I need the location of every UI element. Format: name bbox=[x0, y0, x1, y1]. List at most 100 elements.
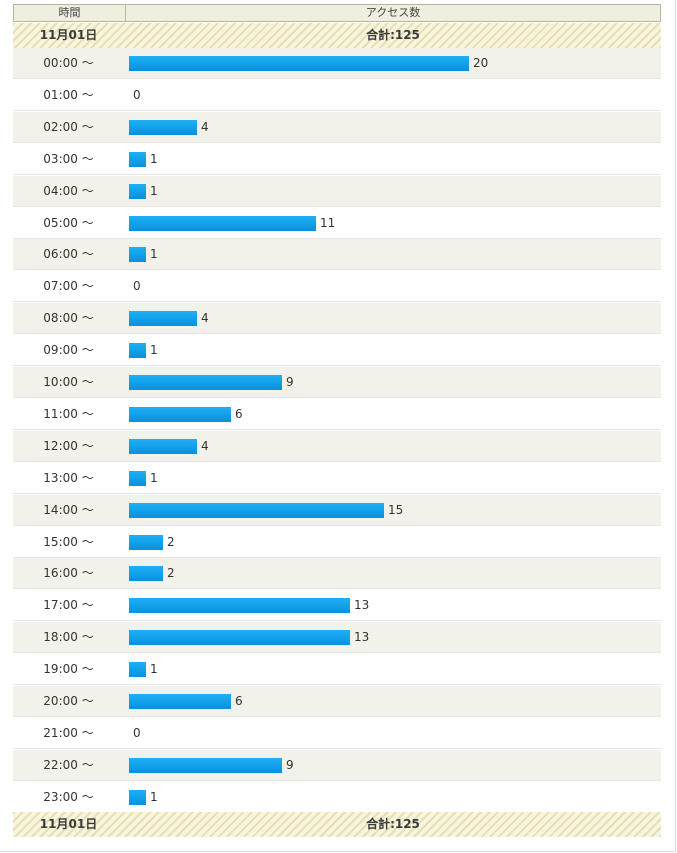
hour-label: 23:00 ～ bbox=[43, 789, 94, 804]
access-bar bbox=[129, 343, 146, 359]
hour-label: 22:00 ～ bbox=[43, 757, 94, 772]
hour-label: 13:00 ～ bbox=[43, 470, 94, 485]
table-row: 04:00 ～ 1 bbox=[13, 175, 661, 207]
summary-total: 合計:125 bbox=[366, 817, 420, 831]
access-value-label: 20 bbox=[473, 56, 489, 70]
hour-label: 21:00 ～ bbox=[43, 725, 94, 740]
summary-row-bottom: 11月01日 合計:125 bbox=[13, 812, 661, 837]
hour-label: 03:00 ～ bbox=[43, 151, 94, 166]
hour-label: 20:00 ～ bbox=[43, 694, 94, 708]
access-value-label: 1 bbox=[150, 662, 158, 677]
table-row: 15:00 ～ 2 bbox=[13, 526, 661, 558]
access-bar bbox=[129, 311, 197, 327]
access-value-label: 0 bbox=[133, 279, 141, 294]
table-row: 11:00 ～ 6 bbox=[13, 398, 661, 430]
table-row: 14:00 ～ 15 bbox=[13, 494, 661, 526]
access-bar bbox=[129, 183, 146, 199]
access-value-label: 6 bbox=[235, 406, 243, 421]
table-row: 08:00 ～ 4 bbox=[13, 303, 661, 335]
table-row: 23:00 ～ 1 bbox=[13, 781, 661, 813]
access-bar bbox=[129, 630, 350, 646]
header-time: 時間 bbox=[14, 5, 126, 21]
table-row: 00:00 ～ 20 bbox=[13, 48, 661, 79]
table-row: 09:00 ～ 1 bbox=[13, 335, 661, 367]
table-row: 13:00 ～ 1 bbox=[13, 462, 661, 494]
access-bar bbox=[129, 662, 146, 678]
table-row: 06:00 ～ 1 bbox=[13, 239, 661, 271]
table-header: 時間 アクセス数 bbox=[13, 4, 661, 22]
access-value-label: 1 bbox=[150, 343, 158, 358]
access-value-label: 4 bbox=[201, 311, 209, 326]
table-row: 10:00 ～ 9 bbox=[13, 367, 661, 398]
table-row: 03:00 ～ 1 bbox=[13, 143, 661, 175]
table-row: 19:00 ～ 1 bbox=[13, 654, 661, 686]
access-bar bbox=[129, 215, 316, 231]
hour-label: 19:00 ～ bbox=[43, 662, 94, 677]
access-value-label: 1 bbox=[150, 789, 158, 804]
table-row: 05:00 ～ 11 bbox=[13, 207, 661, 239]
hour-label: 07:00 ～ bbox=[43, 279, 94, 294]
header-access-count: アクセス数 bbox=[365, 6, 421, 19]
hour-label: 18:00 ～ bbox=[43, 630, 94, 645]
access-bar bbox=[129, 757, 282, 773]
table-row: 01:00 ～ 0 bbox=[13, 79, 661, 111]
table-row: 12:00 ～ 4 bbox=[13, 430, 661, 462]
access-bar bbox=[129, 119, 197, 135]
access-bar bbox=[129, 566, 163, 582]
summary-date: 11月01日 bbox=[39, 817, 98, 831]
table-row: 17:00 ～ 13 bbox=[13, 590, 661, 622]
summary-total: 合計:125 bbox=[366, 28, 420, 42]
hour-label: 02:00 ～ bbox=[43, 119, 94, 134]
hour-label: 06:00 ～ bbox=[43, 247, 94, 262]
table-row: 07:00 ～ 0 bbox=[13, 271, 661, 303]
access-value-label: 2 bbox=[167, 566, 175, 581]
hour-label: 00:00 ～ bbox=[43, 56, 94, 70]
access-value-label: 0 bbox=[133, 87, 141, 102]
access-bar bbox=[129, 789, 146, 805]
access-value-label: 2 bbox=[167, 534, 175, 549]
access-value-label: 13 bbox=[354, 598, 370, 613]
table-row: 16:00 ～ 2 bbox=[13, 558, 661, 590]
access-value-label: 9 bbox=[286, 757, 294, 772]
hour-label: 15:00 ～ bbox=[43, 534, 94, 549]
access-bar bbox=[129, 151, 146, 167]
access-bar bbox=[129, 470, 146, 486]
access-bar bbox=[129, 694, 231, 709]
access-value-label: 1 bbox=[150, 470, 158, 485]
table-row: 02:00 ～ 4 bbox=[13, 111, 661, 143]
access-value-label: 13 bbox=[354, 630, 370, 645]
hour-label: 04:00 ～ bbox=[43, 183, 94, 198]
hour-label: 14:00 ～ bbox=[43, 502, 94, 517]
access-value-label: 9 bbox=[286, 375, 294, 389]
access-bar bbox=[129, 247, 146, 263]
access-bar bbox=[129, 534, 163, 550]
access-value-label: 4 bbox=[201, 438, 209, 453]
access-bar bbox=[129, 375, 282, 390]
hour-label: 05:00 ～ bbox=[43, 215, 94, 230]
access-bar bbox=[129, 438, 197, 454]
access-bar bbox=[129, 56, 469, 71]
access-value-label: 1 bbox=[150, 151, 158, 166]
access-value-label: 1 bbox=[150, 247, 158, 262]
hour-label: 08:00 ～ bbox=[43, 311, 94, 326]
table-row: 18:00 ～ 13 bbox=[13, 622, 661, 654]
access-bar bbox=[129, 502, 384, 518]
access-value-label: 1 bbox=[150, 183, 158, 198]
access-bar bbox=[129, 406, 231, 422]
hour-label: 16:00 ～ bbox=[43, 566, 94, 581]
table-row: 22:00 ～ 9 bbox=[13, 749, 661, 781]
hour-label: 09:00 ～ bbox=[43, 343, 94, 358]
summary-date: 11月01日 bbox=[39, 28, 98, 42]
access-bar bbox=[129, 598, 350, 614]
access-value-label: 6 bbox=[235, 694, 243, 708]
table-row: 20:00 ～ 6 bbox=[13, 686, 661, 717]
access-value-label: 15 bbox=[388, 502, 404, 517]
hour-label: 01:00 ～ bbox=[43, 87, 94, 102]
access-value-label: 4 bbox=[201, 119, 209, 134]
summary-row-top: 11月01日 合計:125 bbox=[13, 23, 661, 48]
hour-label: 17:00 ～ bbox=[43, 598, 94, 613]
hour-label: 10:00 ～ bbox=[43, 375, 94, 389]
access-value-label: 11 bbox=[320, 215, 336, 230]
hour-label: 12:00 ～ bbox=[43, 438, 94, 453]
